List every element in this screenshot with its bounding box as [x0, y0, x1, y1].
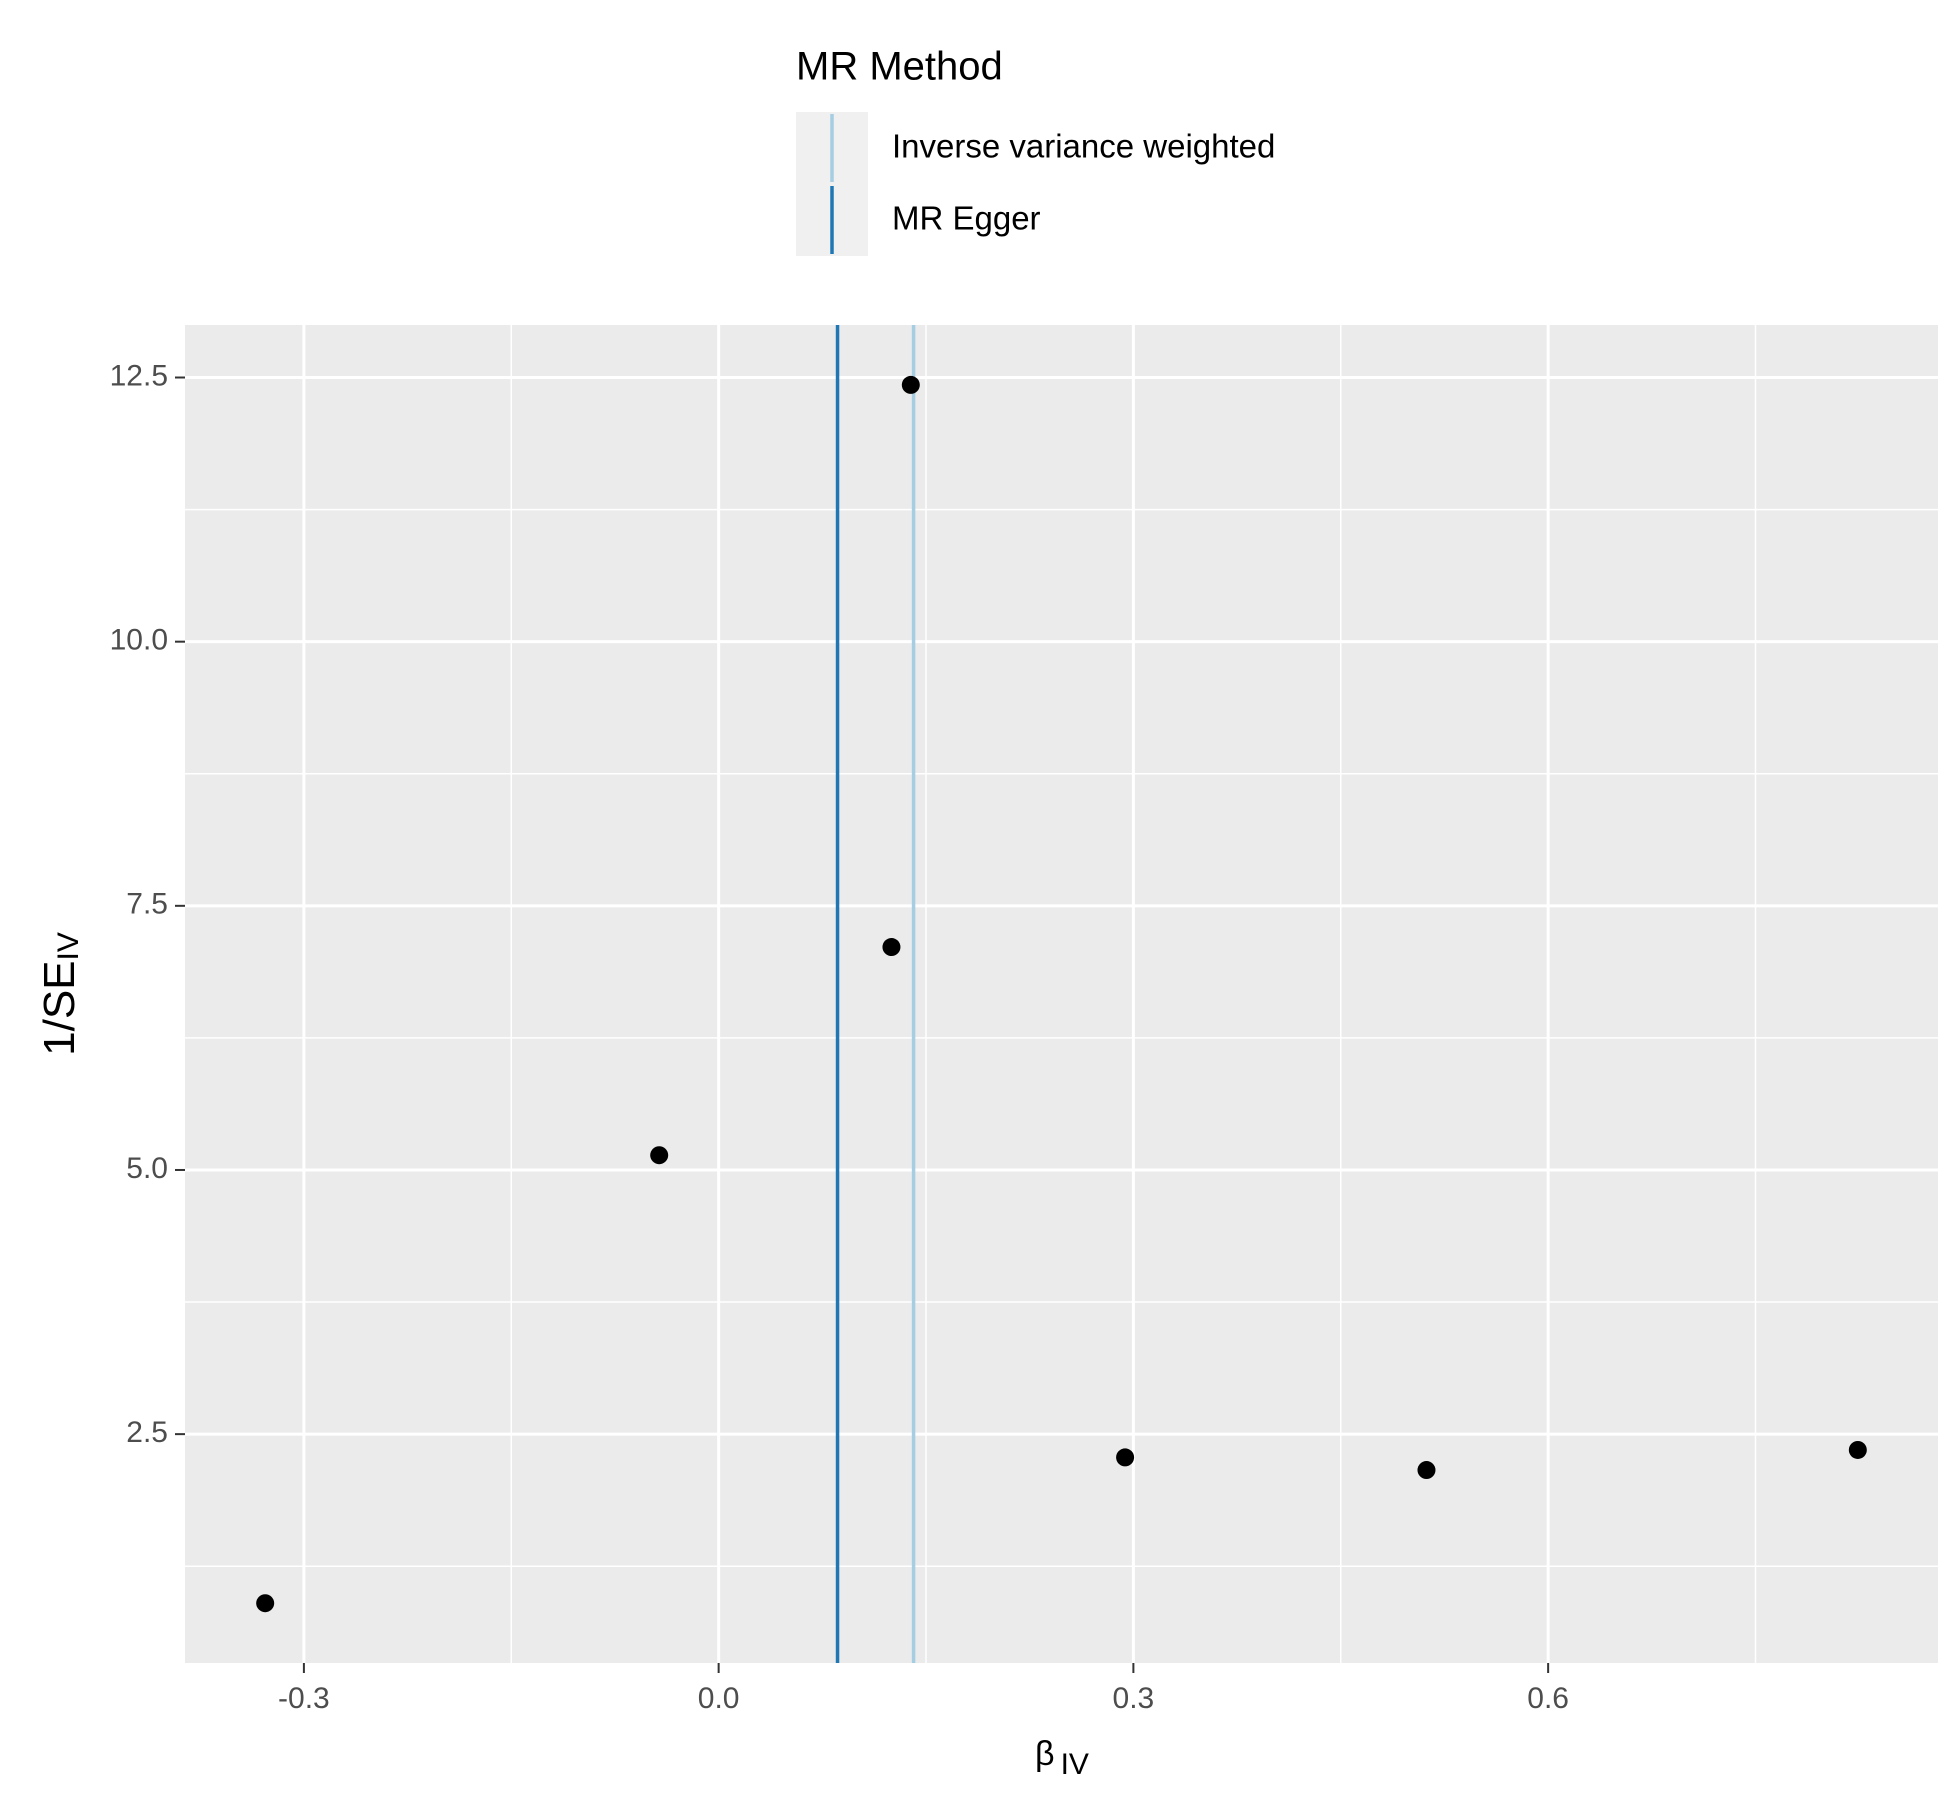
x-label-main: β [1035, 1735, 1055, 1773]
y-axis-label: 1/SEIV [35, 932, 85, 1056]
point [901, 375, 920, 394]
x-axis-label: β IV [1035, 1735, 1089, 1781]
y-tick-label: 12.5 [110, 359, 168, 392]
y-label-main: 1/SE [35, 960, 84, 1055]
x-tick-label: 0.6 [1527, 1682, 1569, 1715]
marks [256, 325, 1867, 1663]
grid [185, 325, 1938, 1663]
legend: Inverse variance weighted MR Egger [796, 112, 1275, 256]
point [1848, 1440, 1867, 1459]
point [1417, 1461, 1436, 1480]
legend-title: MR Method [796, 45, 1003, 89]
legend-label: MR Egger [892, 200, 1041, 237]
y-tick-label: 5.0 [126, 1152, 168, 1185]
y-tick-label: 2.5 [126, 1416, 168, 1449]
y-label-sub: IV [52, 932, 85, 960]
legend-label: Inverse variance weighted [892, 128, 1275, 165]
x-label-sub: IV [1061, 1748, 1089, 1781]
x-tick-label: 0.3 [1113, 1682, 1155, 1715]
point [882, 938, 901, 957]
x-tick-label: 0.0 [698, 1682, 740, 1715]
axes: -0.3 0.0 0.3 0.6 2.5 5.0 7.5 10.0 12.5 [110, 359, 1569, 1714]
panel-background [185, 325, 1938, 1663]
x-tick-label: -0.3 [278, 1682, 330, 1715]
y-tick-label: 10.0 [110, 624, 168, 657]
y-tick-label: 7.5 [126, 888, 168, 921]
point [650, 1146, 669, 1165]
point [256, 1594, 275, 1613]
point [1116, 1448, 1135, 1467]
